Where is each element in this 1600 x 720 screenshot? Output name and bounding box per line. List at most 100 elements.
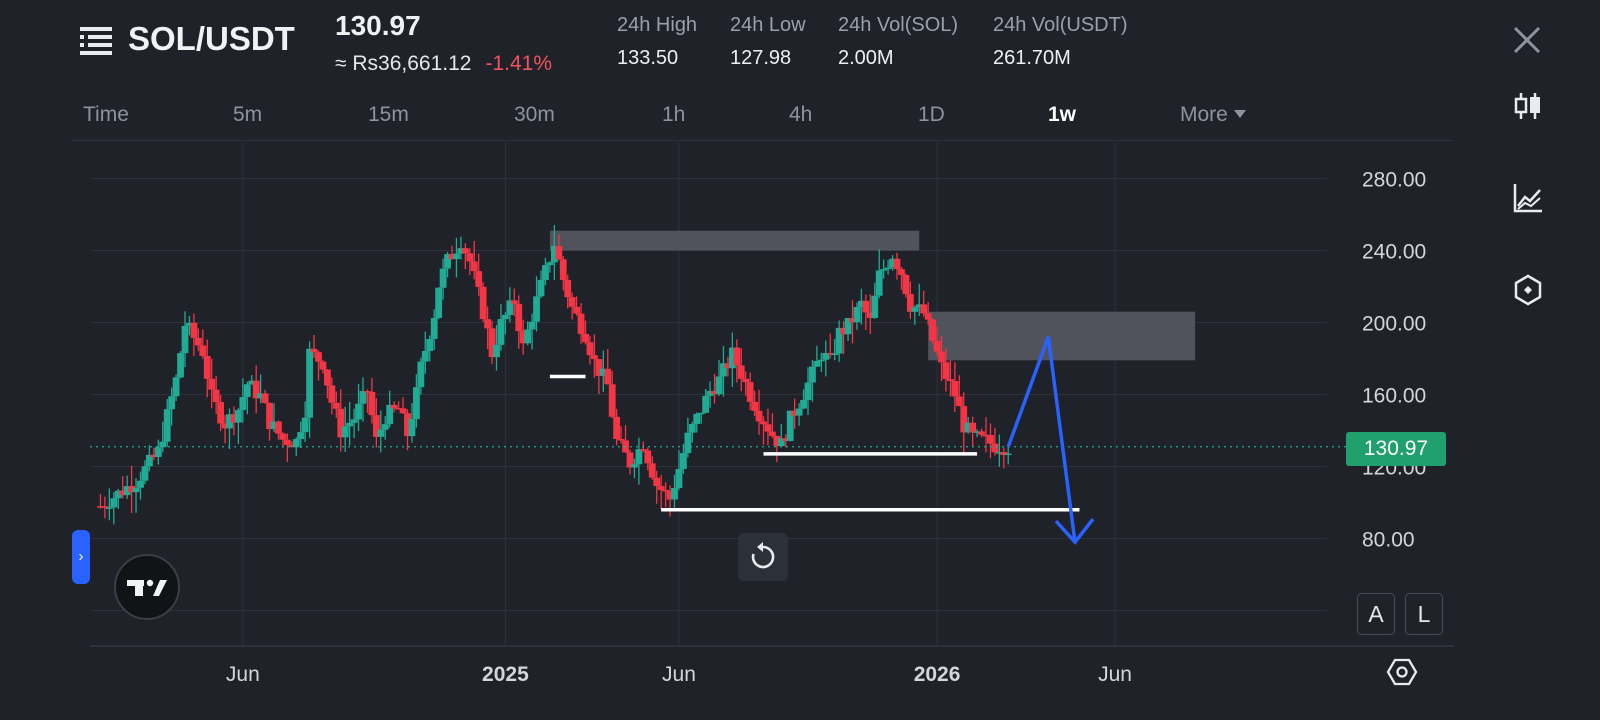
candle-body <box>675 469 683 489</box>
candle-body <box>364 391 371 393</box>
candle-body <box>479 286 487 320</box>
candle-body <box>515 303 523 332</box>
candle-body <box>573 306 580 314</box>
stat-label: 24h Vol(USDT) <box>993 14 1128 36</box>
chart-settings-icon[interactable] <box>1386 656 1418 688</box>
tf-1h[interactable]: 1h <box>662 103 686 126</box>
candle-body <box>858 300 865 308</box>
candle-body <box>880 269 888 271</box>
menu-icon[interactable] <box>80 26 114 56</box>
candle-body <box>528 321 536 330</box>
expand-handle[interactable]: › <box>72 530 90 584</box>
candle-body <box>186 322 193 326</box>
candle-body <box>177 353 184 378</box>
resistance-zone <box>549 230 920 251</box>
candle-body <box>933 340 941 352</box>
tf-time[interactable]: Time <box>83 103 129 126</box>
candle-body <box>987 435 994 444</box>
candle-body <box>546 262 554 266</box>
candle-body <box>519 331 527 344</box>
candle-body <box>426 338 434 351</box>
log-scale-button[interactable]: L <box>1405 593 1443 635</box>
ticker-header: SOL/USDT 130.97 ≈ Rs36,661.12 -1.41% 24h … <box>0 0 1600 92</box>
tf-1w[interactable]: 1w <box>1048 103 1077 126</box>
candle-body <box>337 408 345 438</box>
candle-body <box>283 439 291 445</box>
candle-body <box>902 274 910 295</box>
candle-body <box>550 246 558 263</box>
candle-body <box>555 246 563 260</box>
auto-scale-button[interactable]: A <box>1357 593 1395 635</box>
tf-15m[interactable]: 15m <box>368 103 409 126</box>
candle-body <box>105 507 113 509</box>
candle-body <box>404 413 411 437</box>
candle-body <box>889 258 896 268</box>
stat-24h-vol-sol: 24h Vol(SOL) 2.00M <box>838 14 958 70</box>
candle-body <box>97 506 104 508</box>
candle-body <box>297 432 305 440</box>
candle-body <box>150 454 158 458</box>
tf-30m[interactable]: 30m <box>514 103 555 126</box>
candle-body <box>368 391 376 416</box>
candle-body <box>159 441 167 448</box>
close-icon[interactable] <box>1512 25 1542 55</box>
candle-body <box>769 431 776 436</box>
candle-body <box>132 487 140 493</box>
candle-body <box>817 359 825 362</box>
change-percent: -1.41% <box>485 52 552 75</box>
tf-more[interactable]: More <box>1180 103 1246 127</box>
candle-body <box>733 347 741 366</box>
candle-body <box>613 416 621 439</box>
candle-body <box>448 254 456 260</box>
candle-body <box>319 361 327 370</box>
candle-body <box>720 363 727 377</box>
candle-body <box>737 365 745 379</box>
candle-body <box>430 317 438 339</box>
candle-body <box>226 414 233 429</box>
candle-body <box>341 426 349 438</box>
candle-body <box>386 404 394 425</box>
candle-body <box>617 438 625 441</box>
candle-body <box>399 408 407 414</box>
indicator-icon[interactable] <box>1512 182 1544 214</box>
reset-chart-button[interactable] <box>738 533 788 581</box>
tf-4h[interactable]: 4h <box>789 103 813 126</box>
candle-body <box>853 307 861 323</box>
resistance-zone <box>928 311 1196 361</box>
timeframe-bar: Time 5m 15m 30m 1h 4h 1D 1w More <box>72 98 1454 140</box>
candle-body <box>840 327 847 335</box>
candlestick-icon[interactable] <box>1512 90 1544 122</box>
trading-pair[interactable]: SOL/USDT <box>128 20 295 57</box>
candle-body <box>862 300 870 313</box>
candle-body <box>924 313 932 320</box>
last-price: 130.97 <box>335 10 421 41</box>
stat-value: 133.50 <box>617 47 679 69</box>
candle-body <box>639 449 647 451</box>
candle-body <box>929 319 936 341</box>
tradingview-logo[interactable] <box>114 554 180 620</box>
candle-body <box>626 452 634 468</box>
candle-body <box>248 380 256 385</box>
candle-body <box>746 382 754 402</box>
caret-down-icon <box>1233 109 1246 118</box>
candle-body <box>915 304 923 308</box>
candle-body <box>568 297 576 307</box>
candle-body <box>301 417 309 433</box>
stat-24h-low: 24h Low 127.98 <box>730 14 806 70</box>
candle-body <box>524 329 532 344</box>
tf-5m[interactable]: 5m <box>233 103 263 126</box>
tf-1d[interactable]: 1D <box>918 103 945 126</box>
candle-body <box>194 337 202 346</box>
drawing-tool-icon[interactable] <box>1512 274 1544 306</box>
candle-body <box>413 387 420 420</box>
candle-body <box>230 414 238 423</box>
candle-body <box>252 380 260 399</box>
y-tick-label: 160.00 <box>1362 385 1426 408</box>
x-tick-label: Jun <box>226 663 260 686</box>
candle-body <box>493 344 500 358</box>
candle-body <box>457 248 465 254</box>
candle-body <box>359 391 367 404</box>
candle-body <box>938 351 945 363</box>
candle-body <box>906 294 914 312</box>
